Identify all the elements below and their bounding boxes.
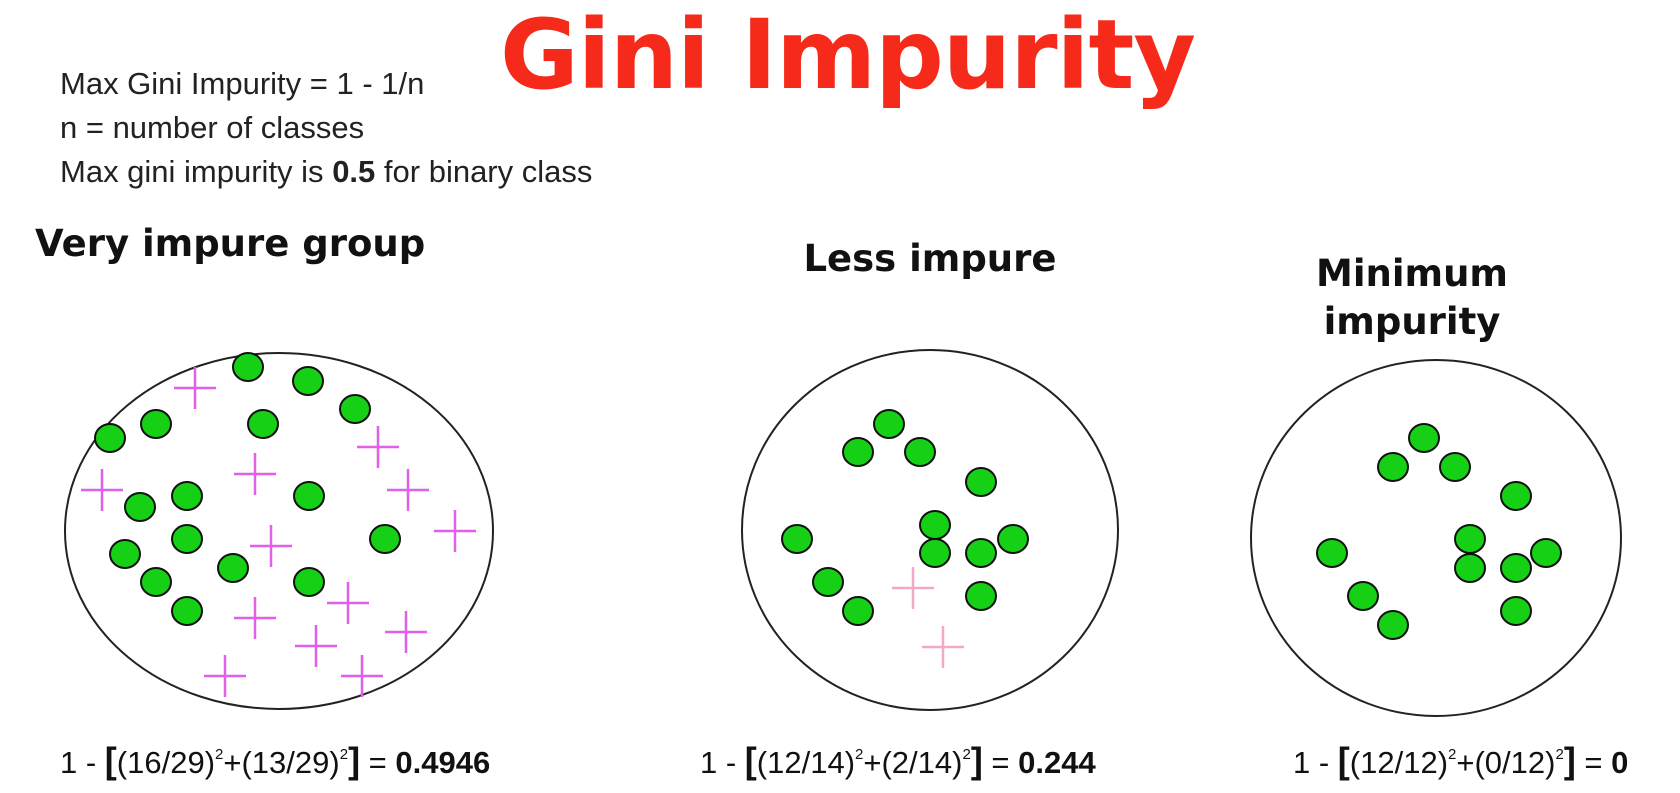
very-impure-green-dot: [247, 409, 279, 439]
less-impure-green-dot: [781, 524, 813, 554]
heading-less-impure: Less impure: [803, 237, 1057, 280]
very-impure-plus-marker: [295, 625, 337, 667]
very-impure-green-dot: [109, 539, 141, 569]
very-impure-green-dot: [339, 394, 371, 424]
minimum-impurity-green-dot: [1500, 596, 1532, 626]
very-impure-plus-marker: [387, 469, 429, 511]
minimum-impurity-green-dot: [1377, 610, 1409, 640]
minimum-impurity-green-dot: [1500, 553, 1532, 583]
less-impure-green-dot: [997, 524, 1029, 554]
binary-max-value: 0.5: [332, 154, 376, 189]
very-impure-green-dot: [171, 524, 203, 554]
very-impure-green-dot: [171, 481, 203, 511]
very-impure-green-dot: [140, 567, 172, 597]
very-impure-green-dot: [94, 423, 126, 453]
minimum-impurity-green-dot: [1316, 538, 1348, 568]
group-minimum-impurity-outline: [1250, 359, 1622, 717]
minimum-impurity-green-dot: [1408, 423, 1440, 453]
very-impure-plus-marker: [341, 655, 383, 697]
very-impure-plus-marker: [327, 582, 369, 624]
very-impure-green-dot: [217, 553, 249, 583]
very-impure-plus-marker: [234, 597, 276, 639]
very-impure-plus-marker: [434, 510, 476, 552]
very-impure-plus-marker: [250, 525, 292, 567]
heading-very-impure: Very impure group: [35, 222, 426, 265]
minimum-impurity-green-dot: [1530, 538, 1562, 568]
minimum-impurity-green-dot: [1439, 452, 1471, 482]
less-impure-green-dot: [873, 409, 905, 439]
note-binary-max: Max gini impurity is 0.5 for binary clas…: [60, 154, 593, 189]
very-impure-green-dot: [140, 409, 172, 439]
very-impure-plus-marker: [204, 655, 246, 697]
very-impure-plus-marker: [357, 426, 399, 468]
formula-less-impure: 1 - [(12/14)2+(2/14)2] = 0.244: [700, 740, 1096, 781]
group-less-impure-outline: [741, 349, 1119, 711]
less-impure-plus-marker: [922, 626, 964, 668]
very-impure-green-dot: [369, 524, 401, 554]
notes: Max Gini Impurity = 1 - 1/n n = number o…: [60, 62, 592, 194]
minimum-impurity-green-dot: [1454, 524, 1486, 554]
less-impure-green-dot: [919, 510, 951, 540]
result-minimum-impurity: 0: [1611, 745, 1629, 780]
less-impure-green-dot: [812, 567, 844, 597]
very-impure-green-dot: [292, 366, 324, 396]
very-impure-green-dot: [124, 492, 156, 522]
very-impure-green-dot: [232, 352, 264, 382]
result-very-impure: 0.4946: [395, 745, 491, 780]
note-n-definition: n = number of classes: [60, 110, 365, 145]
less-impure-plus-marker: [892, 567, 934, 609]
very-impure-plus-marker: [81, 469, 123, 511]
minimum-impurity-green-dot: [1454, 553, 1486, 583]
less-impure-green-dot: [842, 437, 874, 467]
minimum-impurity-green-dot: [1347, 581, 1379, 611]
group-very-impure-outline: [64, 352, 494, 710]
very-impure-green-dot: [293, 567, 325, 597]
heading-minimum-impurity: Minimum impurity: [1316, 252, 1508, 343]
minimum-impurity-green-dot: [1377, 452, 1409, 482]
very-impure-plus-marker: [174, 367, 216, 409]
very-impure-green-dot: [293, 481, 325, 511]
very-impure-plus-marker: [385, 611, 427, 653]
page-title: Gini Impurity: [500, 0, 1196, 111]
very-impure-plus-marker: [234, 453, 276, 495]
less-impure-green-dot: [965, 467, 997, 497]
result-less-impure: 0.244: [1018, 745, 1096, 780]
less-impure-green-dot: [842, 596, 874, 626]
note-max-formula: Max Gini Impurity = 1 - 1/n: [60, 66, 425, 101]
formula-minimum-impurity: 1 - [(12/12)2+(0/12)2] = 0: [1293, 740, 1629, 781]
less-impure-green-dot: [919, 538, 951, 568]
less-impure-green-dot: [965, 581, 997, 611]
very-impure-green-dot: [171, 596, 203, 626]
less-impure-green-dot: [965, 538, 997, 568]
formula-very-impure: 1 - [(16/29)2+(13/29)2] = 0.4946: [60, 740, 491, 781]
less-impure-green-dot: [904, 437, 936, 467]
minimum-impurity-green-dot: [1500, 481, 1532, 511]
